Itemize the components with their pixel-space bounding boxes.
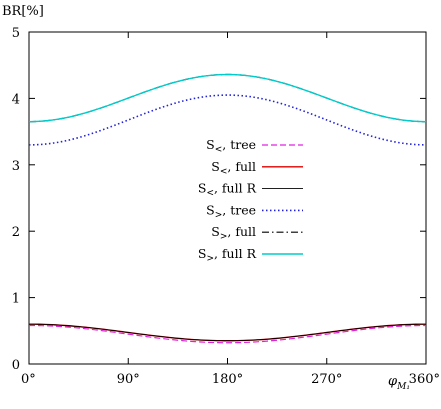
legend: S<, tree S<, full S<, full R S>, tree S>, fu…: [198, 137, 303, 264]
legend-label: S<, full: [211, 159, 256, 177]
plot-frame: [28, 31, 427, 365]
x-tick-label: 360°: [409, 372, 440, 387]
x-tick-label: 270°: [311, 372, 342, 387]
y-axis-label: BR[%]: [2, 4, 44, 19]
y-tick-label: 1: [12, 292, 20, 307]
legend-label: S>, full: [211, 224, 256, 242]
y-tick-label: 2: [12, 225, 20, 240]
y-tick-label: 0: [12, 358, 20, 373]
x-axis-label-main: φ: [388, 374, 398, 389]
y-tick-label: 3: [12, 159, 20, 174]
legend-label: S>, full R: [198, 246, 257, 264]
axis-ticks: 0° 90° 180° 270° 360° 0 1 2 3 4 5: [12, 26, 440, 387]
series-line: [28, 323, 427, 342]
legend-label: S>, tree: [206, 202, 256, 220]
x-tick-label: 180°: [212, 372, 243, 387]
y-tick-label: 5: [12, 26, 20, 41]
series-line: [28, 323, 427, 342]
x-tick-label: 90°: [117, 372, 140, 387]
y-tick-label: 4: [12, 92, 20, 107]
series-line: [28, 94, 427, 146]
legend-label: S<, full R: [198, 181, 257, 199]
legend-label: S<, tree: [206, 137, 256, 155]
x-tick-label: 0°: [21, 372, 36, 387]
x-axis-label-sub: M₁: [396, 382, 410, 392]
series-lines: [28, 73, 427, 344]
series-line: [28, 324, 427, 344]
series-line: [28, 73, 427, 123]
series-line: [28, 73, 427, 123]
x-axis-label: φM₁: [388, 374, 410, 392]
